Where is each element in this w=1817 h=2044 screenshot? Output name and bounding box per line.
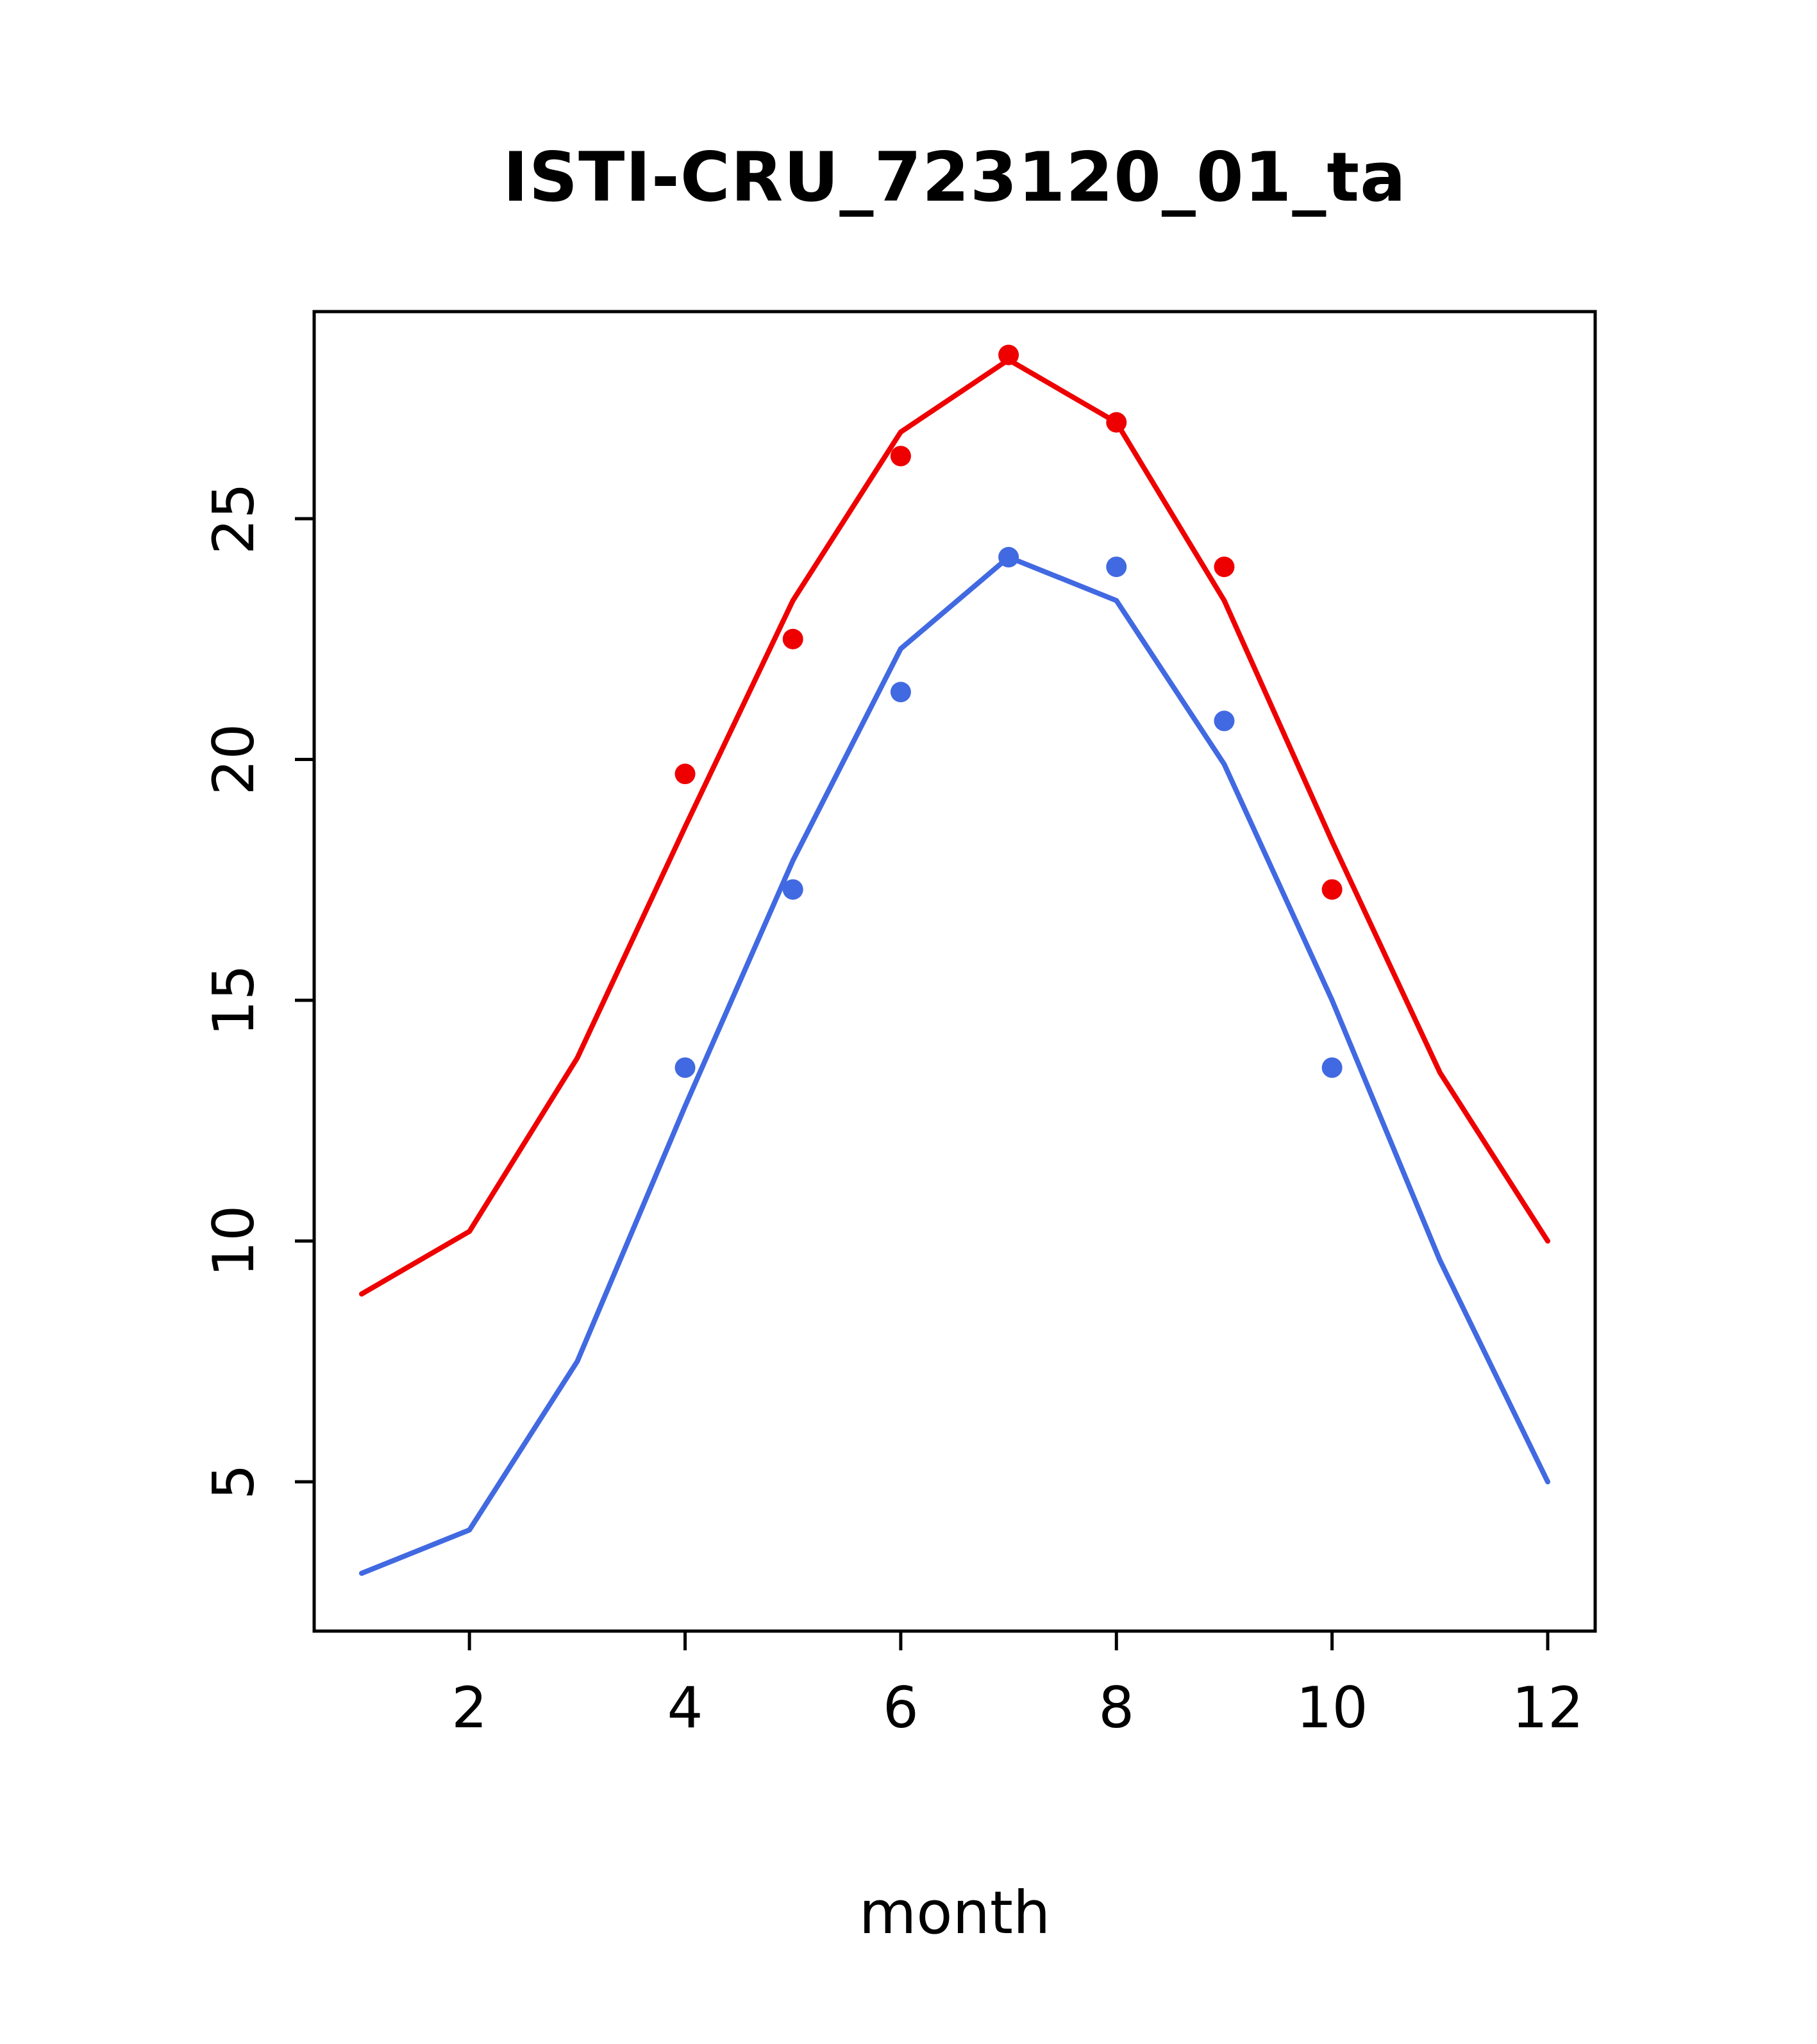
blue-points-marker <box>998 547 1019 568</box>
blue-points-marker <box>1214 710 1235 732</box>
red-points-marker <box>782 628 803 649</box>
blue-points-marker <box>1321 1057 1343 1078</box>
y-tick-label: 5 <box>201 1464 267 1500</box>
blue-points-marker <box>1106 557 1127 578</box>
y-tick-label: 10 <box>201 1205 267 1277</box>
x-tick-label: 8 <box>1098 1675 1134 1741</box>
plot-box <box>312 310 1597 1633</box>
red-points-marker <box>674 764 696 785</box>
y-tick-label: 20 <box>201 724 267 796</box>
x-tick-label: 12 <box>1512 1675 1584 1741</box>
blue-points-marker <box>782 879 803 900</box>
blue-points-marker <box>890 682 911 703</box>
x-tick-label: 6 <box>883 1675 919 1741</box>
x-tick-label: 4 <box>667 1675 703 1741</box>
chart-title: ISTI-CRU_723120_01_ta <box>503 138 1407 217</box>
y-tick-label: 25 <box>201 483 267 555</box>
x-tick-label: 10 <box>1296 1675 1368 1741</box>
red-points-marker <box>998 344 1019 365</box>
red-points-marker <box>1321 879 1343 900</box>
blue-points-marker <box>674 1057 696 1078</box>
y-tick-label: 15 <box>201 964 267 1036</box>
red-points-marker <box>890 446 911 467</box>
red-line <box>359 357 1550 1297</box>
x-axis-label: month <box>858 1879 1051 1947</box>
blue-line <box>359 555 1550 1576</box>
x-tick-label: 2 <box>451 1675 487 1741</box>
red-points-marker <box>1106 412 1127 433</box>
red-points-marker <box>1214 557 1235 578</box>
